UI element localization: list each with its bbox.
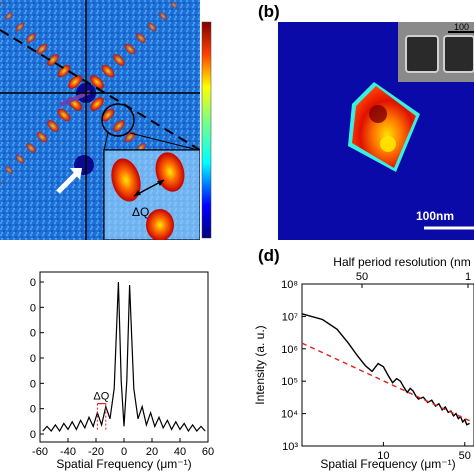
- panel-d-letter: (d): [258, 246, 280, 265]
- white-arrow-head: [70, 168, 82, 180]
- diffraction-spot: [5, 166, 13, 174]
- series-line-solid: [301, 313, 470, 426]
- series-line: [42, 281, 206, 433]
- y-tick-label: 10⁵: [281, 376, 298, 388]
- diffraction-spot: [57, 108, 71, 122]
- diffraction-spot: [136, 33, 146, 43]
- x-tick-label: -60: [32, 446, 48, 458]
- diffraction-spot: [124, 131, 136, 143]
- x-tick-label: 20: [146, 446, 158, 458]
- diffraction-spot: [36, 131, 48, 143]
- y-tick-label: 0: [30, 328, 36, 340]
- panel-a-diffraction-image: ΔQ: [0, 0, 212, 240]
- y-tick-label: 0: [30, 353, 36, 365]
- plot-frame: [39, 271, 209, 443]
- zoom-connector: [103, 132, 109, 151]
- y-tick-label: 0: [30, 404, 36, 416]
- x-tick-label: 50: [459, 450, 471, 462]
- delta-q-label: ΔQ: [132, 205, 149, 219]
- top-x-tick-label: 1: [465, 271, 471, 283]
- zoom-inset: ΔQ: [103, 149, 200, 240]
- diffraction-spot: [5, 12, 13, 20]
- diffraction-spot: [26, 143, 36, 153]
- diffraction-spot: [90, 97, 104, 111]
- x-tick-label: 10: [377, 450, 389, 462]
- colorbar: [201, 21, 212, 239]
- y-tick-label: 10³: [282, 441, 298, 453]
- beam-stop-arm: [59, 90, 91, 107]
- diffraction-spot: [57, 64, 71, 78]
- delta-q-annotation: ΔQ: [93, 391, 110, 431]
- panel-b-reconstruction: 100 100nm: [278, 22, 474, 240]
- top-axis-label: Half period resolution (nm: [333, 255, 470, 269]
- panel-d-chart: Half period resolution (nm 50 1 10³ 10⁴ 10⁵…: [253, 255, 474, 471]
- series-line-dashed-fit: [301, 342, 470, 422]
- diffraction-spot: [26, 33, 36, 43]
- white-arrow: [56, 172, 78, 194]
- y-tick-label: 0: [30, 302, 36, 314]
- diffraction-spot: [47, 120, 59, 132]
- panel-b-letter: (b): [258, 2, 280, 21]
- y-tick-label: 0: [30, 429, 36, 441]
- scale-bar-label: 100nm: [416, 209, 454, 223]
- diffraction-spot: [113, 120, 125, 132]
- diffraction-spot: [68, 75, 82, 89]
- inset-scale-label: 100: [454, 22, 469, 32]
- diffraction-spot: [15, 22, 25, 32]
- x-tick-label: 0: [121, 446, 127, 458]
- y-tick-label: 10⁶: [281, 344, 298, 356]
- sem-inset: 100: [398, 22, 474, 82]
- diffraction-spot: [159, 12, 167, 20]
- y-tick-label: 10⁴: [281, 409, 298, 421]
- diffraction-spot: [47, 54, 59, 66]
- y-axis-label: Intensity (a. u.): [253, 325, 267, 404]
- y-tick-label: 10⁷: [282, 311, 298, 323]
- diffraction-spot: [101, 108, 115, 122]
- x-axis-label: Spatial Frequency (μm⁻¹): [320, 457, 455, 471]
- diffraction-spot: [147, 22, 157, 32]
- y-tick-label: 0: [30, 277, 36, 289]
- diffraction-spot: [101, 64, 115, 78]
- panel-c-chart: 0 0 0 0 0 0 0 -60 -40 -20 0 20 40 60 ΔQ Spatial Freq…: [30, 271, 214, 471]
- diffraction-spot: [15, 154, 25, 164]
- zoom-connector: [129, 132, 199, 151]
- diffraction-spot: [124, 43, 136, 55]
- y-tick-label: 10⁸: [281, 279, 298, 291]
- zoom-circle: [101, 103, 135, 137]
- top-x-tick-label: 50: [356, 271, 368, 283]
- x-tick-label: -40: [60, 446, 76, 458]
- diffraction-spot: [170, 1, 178, 9]
- diffraction-spot: [113, 54, 125, 66]
- x-tick-label: 40: [174, 446, 186, 458]
- y-tick-label: 0: [30, 378, 36, 390]
- diffraction-spot: [90, 75, 104, 89]
- dashed-line: [0, 29, 200, 151]
- x-axis-label: Spatial Frequency (μm⁻¹): [56, 457, 191, 471]
- diffraction-spot: [36, 43, 48, 55]
- reconstructed-cube: [348, 82, 420, 172]
- x-tick-label: -20: [88, 446, 104, 458]
- plot-frame: [301, 283, 474, 447]
- diffraction-streak: [0, 1, 178, 185]
- delta-q-label: ΔQ: [93, 391, 109, 403]
- x-tick-label: 60: [202, 446, 214, 458]
